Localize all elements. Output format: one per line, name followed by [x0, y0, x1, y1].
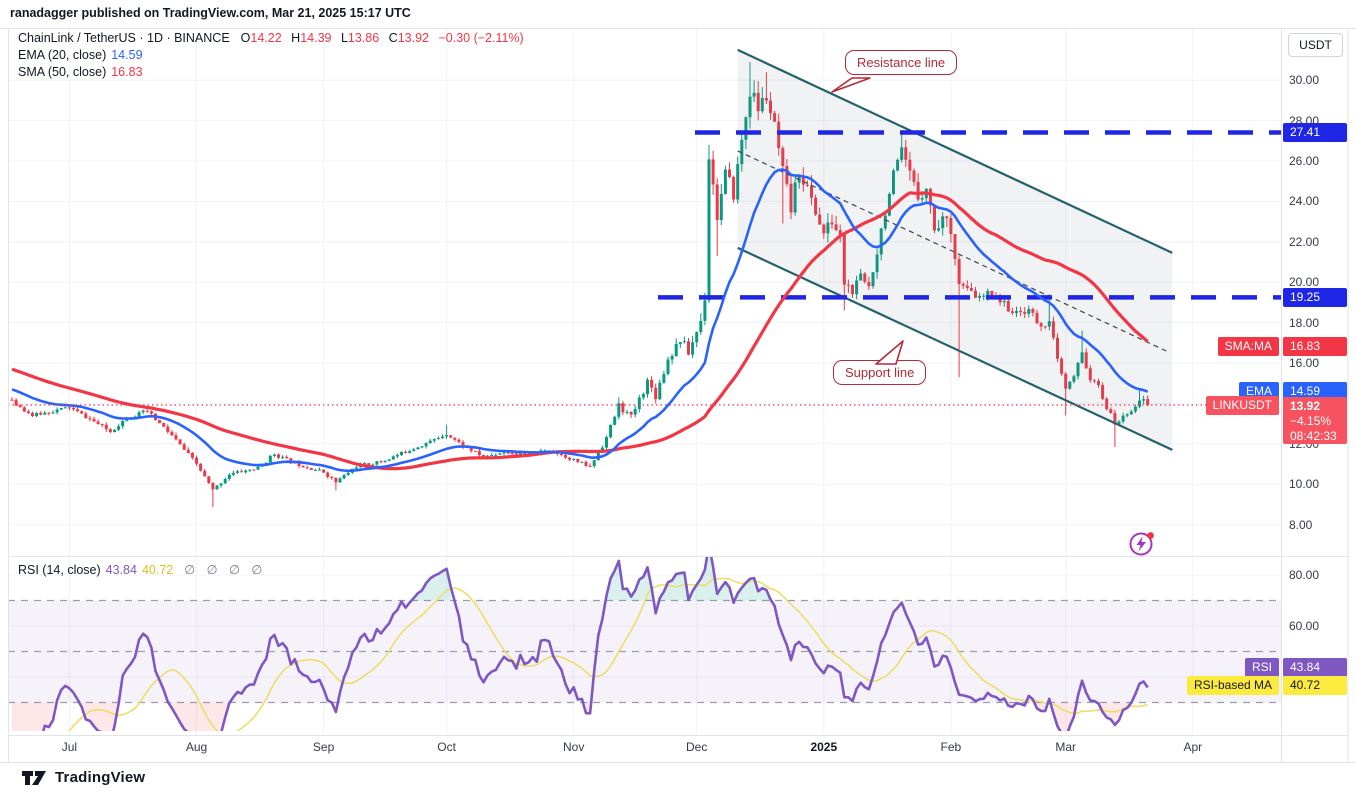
price-tick: 26.00: [1289, 154, 1320, 168]
sma-label: SMA (50, close): [18, 65, 107, 79]
ema-legend-row[interactable]: EMA (20, close) 14.59: [18, 48, 143, 62]
price-tick: 8.00: [1289, 517, 1313, 532]
level-price-badge: 19.25: [1283, 287, 1347, 307]
price-tick: 16.00: [1289, 356, 1320, 370]
change-value: −0.30 (−2.11%): [438, 31, 524, 45]
rsi-ma-source-label: RSI-based MA: [1186, 676, 1279, 696]
price-tick: 20.00: [1289, 275, 1320, 290]
rsi-tick: 80.00: [1289, 568, 1320, 582]
rsi-value: 43.84: [105, 562, 137, 577]
symbol-legend-row[interactable]: ChainLink / TetherUS · 1D · BINANCE O14.…: [18, 31, 524, 45]
symbol-title: ChainLink / TetherUS · 1D · BINANCE: [18, 31, 230, 45]
ema-value: 14.59: [111, 48, 143, 62]
resistance-callout-tail: [831, 77, 871, 93]
last-price-badge: 13.92 −4.15% 08:42:33: [1283, 397, 1347, 445]
support-callout-tail: [875, 340, 904, 365]
ema-price-badge: 14.59: [1283, 381, 1347, 401]
time-label: Aug: [185, 740, 208, 754]
resistance-callout[interactable]: Resistance line: [845, 50, 958, 75]
time-label: Nov: [563, 740, 585, 754]
time-label: Apr: [1183, 740, 1203, 754]
lightning-icon[interactable]: [1127, 529, 1157, 559]
published-header: ranadagger published on TradingView.com,…: [10, 6, 411, 20]
price-tick: 24.00: [1289, 194, 1320, 209]
time-label: Mar: [1055, 740, 1077, 754]
sma-price-badge: 16.83: [1283, 336, 1347, 356]
rsi-tick: 60.00: [1289, 619, 1320, 633]
level-price-badge: 27.41: [1283, 123, 1347, 143]
price-tick: 22.00: [1289, 234, 1320, 249]
last-badge-line: −4.15%: [1290, 414, 1332, 429]
ohlc-values: O14.22 H14.39 L13.86 C13.92 −0.30 (−2.11…: [240, 31, 524, 45]
ema-label: EMA (20, close): [18, 48, 107, 62]
last-badge-line: 08:42:33: [1290, 429, 1337, 444]
rsi-ma-value: 40.72: [141, 562, 174, 577]
time-label: Dec: [686, 740, 708, 754]
time-label: 2025: [810, 740, 838, 754]
time-label: Sep: [312, 740, 335, 754]
rsi-legend-row[interactable]: RSI (14, close) 43.84 40.72 ∅ ∅ ∅ ∅: [18, 562, 267, 578]
rsi-empty-inputs: ∅ ∅ ∅ ∅: [184, 563, 267, 577]
sma-source-label: SMA:MA: [1217, 336, 1279, 356]
tradingview-logo[interactable]: TradingView: [22, 769, 145, 786]
time-label: Jul: [61, 740, 78, 754]
rsi-ma-value-badge: 40.72: [1283, 676, 1347, 696]
price-tick: 30.00: [1289, 73, 1320, 88]
sma-value: 16.83: [111, 65, 143, 79]
last-badge-line: 13.92: [1290, 399, 1321, 414]
price-tick: 10.00: [1289, 477, 1320, 492]
tradingview-logo-icon: [22, 770, 46, 785]
symbol-source-label: LINKUSDT: [1205, 395, 1279, 415]
price-tick: 18.00: [1289, 315, 1320, 330]
rsi-value-badge: 43.84: [1283, 657, 1347, 677]
time-label: Oct: [437, 740, 456, 754]
currency-unit-button[interactable]: USDT: [1288, 33, 1343, 57]
sma-legend-row[interactable]: SMA (50, close) 16.83: [18, 65, 143, 79]
time-label: Feb: [940, 740, 962, 754]
rsi-source-label: RSI: [1244, 657, 1279, 677]
tradingview-logo-text: TradingView: [55, 769, 146, 786]
rsi-label: RSI (14, close): [18, 562, 101, 577]
